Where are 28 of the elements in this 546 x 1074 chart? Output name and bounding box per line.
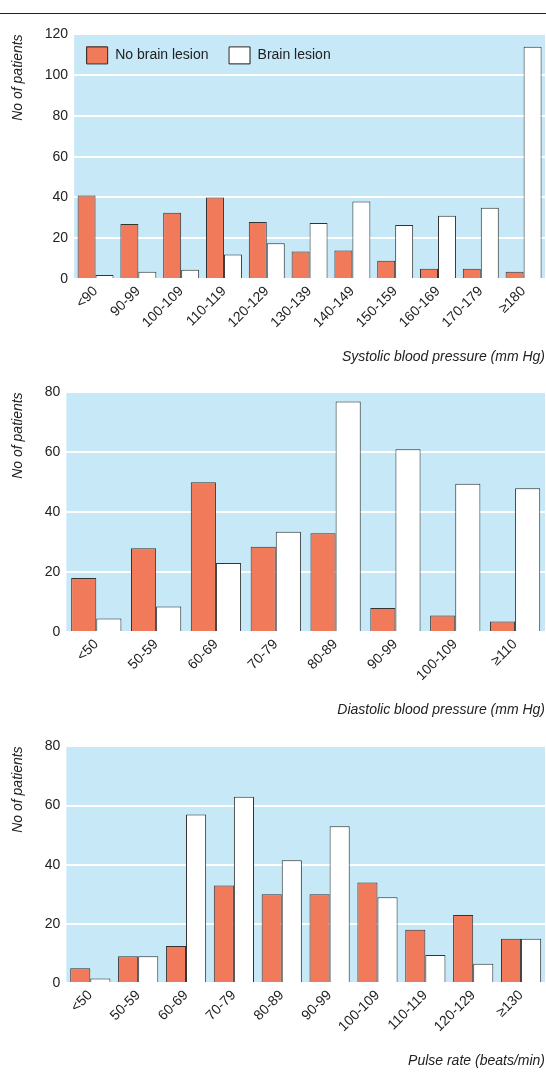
legend-label: Brain lesion <box>257 46 331 63</box>
y-tick-label: 80 <box>44 383 61 400</box>
x-tick-label: <90 <box>72 282 101 311</box>
y-tick-label: 120 <box>44 25 69 42</box>
y-tick-label: 40 <box>52 188 69 205</box>
y-tick-label: 60 <box>52 147 69 164</box>
y-tick-label: 20 <box>52 229 69 246</box>
y-tick-label: 80 <box>52 106 69 123</box>
y-tick-label: 60 <box>44 443 61 460</box>
y-axis-title: No of patients <box>9 34 26 121</box>
y-axis-title: No of patients <box>9 746 26 833</box>
y-tick-label: 80 <box>44 737 61 754</box>
x-tick-label: <50 <box>73 635 102 664</box>
x-axis-title: Systolic blood pressure (mm Hg) <box>341 348 545 365</box>
y-tick-label: 20 <box>44 562 61 579</box>
y-axis-title: No of patients <box>9 392 26 479</box>
y-tick-label: 20 <box>44 914 61 931</box>
y-tick-label: 60 <box>44 796 61 813</box>
y-tick-label: 40 <box>44 503 61 520</box>
y-tick-label: 100 <box>44 66 69 83</box>
x-tick-label: <50 <box>67 986 96 1015</box>
legend-label: No brain lesion <box>115 46 209 63</box>
x-axis-title: Pulse rate (beats/min) <box>408 1052 545 1069</box>
x-axis-title: Diastolic blood pressure (mm Hg) <box>337 701 545 718</box>
y-tick-label: 0 <box>52 622 61 639</box>
y-tick-label: 0 <box>60 269 69 286</box>
y-tick-label: 0 <box>52 973 61 990</box>
y-tick-label: 40 <box>44 855 61 872</box>
